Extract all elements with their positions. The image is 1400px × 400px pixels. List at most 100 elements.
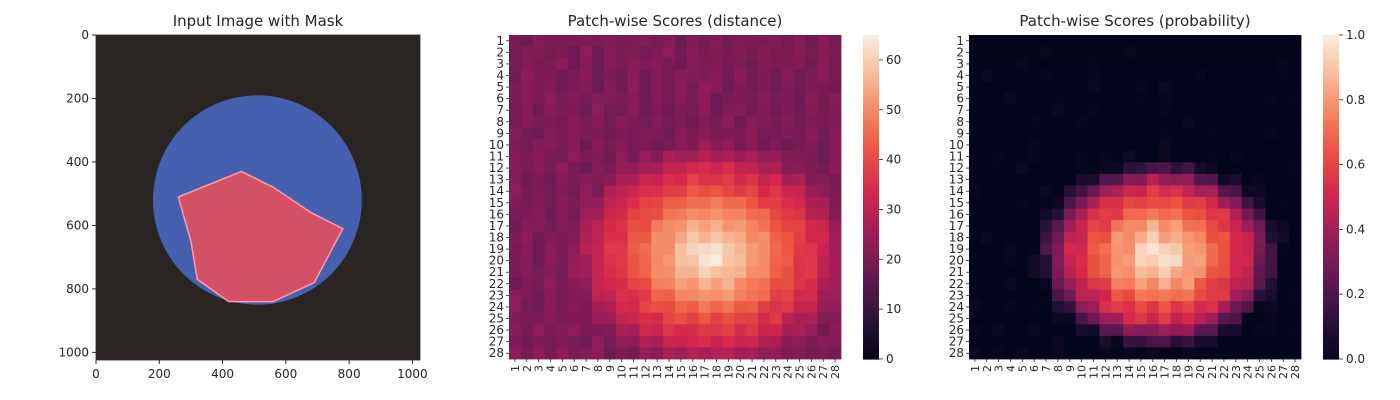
- x-tick-label: 1000: [397, 367, 428, 381]
- heatmap-cell: [663, 92, 676, 105]
- heatmap-cell: [698, 116, 711, 128]
- heatmap-cell: [1063, 231, 1077, 244]
- heatmap-cell: [722, 278, 735, 290]
- heatmap-cell: [969, 127, 982, 140]
- colorbar-segment: [863, 249, 879, 255]
- heatmap-cell: [1052, 220, 1065, 233]
- heatmap-cell: [758, 185, 771, 198]
- heatmap-cell: [592, 312, 605, 325]
- heatmap-cell: [1111, 347, 1124, 360]
- colorbar-segment: [863, 338, 879, 344]
- heatmap-cell: [1241, 231, 1254, 244]
- heatmap-cell: [603, 289, 617, 302]
- heatmap-cell: [1158, 69, 1171, 82]
- heatmap-cell: [710, 81, 723, 94]
- heatmap-cell: [1158, 254, 1171, 267]
- colorbar-segment: [1323, 103, 1339, 109]
- heatmap-cell: [829, 197, 842, 209]
- heatmap-cell: [1028, 197, 1041, 209]
- x-tick-label: 18: [1171, 365, 1184, 379]
- heatmap-cell: [781, 69, 794, 82]
- heatmap-cell: [805, 46, 818, 59]
- heatmap-cell: [1004, 127, 1017, 140]
- heatmap-cell: [1111, 266, 1124, 279]
- heatmap-cell: [1111, 185, 1124, 198]
- heatmap-cell: [639, 35, 652, 47]
- heatmap-cell: [1075, 173, 1088, 186]
- heatmap-cell: [615, 92, 628, 105]
- heatmap-cell: [1028, 127, 1041, 140]
- heatmap-cell: [592, 266, 605, 279]
- heatmap-cell: [980, 197, 994, 209]
- heatmap-cell: [710, 335, 723, 348]
- colorbar-segment: [863, 67, 879, 73]
- heatmap-cell: [1135, 301, 1148, 314]
- heatmap-cell: [1004, 116, 1017, 128]
- heatmap-cell: [675, 127, 688, 140]
- heatmap-cell: [1229, 185, 1243, 198]
- colorbar-segment: [863, 253, 879, 259]
- heatmap-cell: [1206, 92, 1219, 105]
- heatmap-cell: [1063, 35, 1077, 47]
- heatmap-cell: [1075, 116, 1088, 128]
- heatmap-cell: [1277, 139, 1290, 152]
- heatmap-cell: [1218, 289, 1231, 302]
- heatmap-cell: [1063, 347, 1077, 360]
- heatmap-cell: [1111, 278, 1124, 290]
- heatmap-cell: [1289, 324, 1302, 337]
- heatmap-cell: [1099, 243, 1112, 256]
- heatmap-cell: [556, 324, 569, 337]
- colorbar-tick-label: 30: [886, 202, 901, 216]
- heatmap-cell: [758, 58, 771, 71]
- heatmap-cell: [1146, 301, 1160, 314]
- heatmap-cell: [675, 347, 688, 360]
- heatmap-cell: [556, 46, 569, 59]
- heatmap-cell: [1158, 347, 1171, 360]
- heatmap-cell: [1123, 266, 1136, 279]
- colorbar-segment: [1323, 269, 1339, 275]
- heatmap-cell: [817, 46, 830, 59]
- heatmap-cell: [1289, 312, 1302, 325]
- heatmap-cell: [1289, 197, 1302, 209]
- heatmap-cell: [698, 139, 711, 152]
- heatmap-cell: [592, 231, 605, 244]
- heatmap-cell: [568, 347, 581, 360]
- heatmap-cell: [1123, 69, 1136, 82]
- heatmap-cell: [1289, 243, 1302, 256]
- heatmap-cell: [992, 162, 1005, 175]
- heatmap-cell: [544, 231, 557, 244]
- heatmap-cell: [1241, 185, 1254, 198]
- heatmap-cell: [663, 243, 676, 256]
- heatmap-cell: [734, 58, 747, 71]
- heatmap-cell: [568, 35, 581, 47]
- heatmap-cell: [1158, 162, 1171, 175]
- heatmap-cell: [1099, 266, 1112, 279]
- heatmap-cell: [1277, 220, 1290, 233]
- heatmap-cell: [980, 58, 994, 71]
- heatmap-cell: [544, 116, 557, 128]
- heatmap-cell: [817, 301, 830, 314]
- heatmap-cell: [556, 104, 569, 117]
- heatmap-cell: [781, 266, 794, 279]
- heatmap-cell: [1253, 197, 1266, 209]
- colorbar-segment: [863, 314, 879, 320]
- heatmap-cell: [1111, 116, 1124, 128]
- heatmap-cell: [1028, 58, 1041, 71]
- heatmap-cell: [627, 278, 640, 290]
- heatmap-cell: [1289, 278, 1302, 290]
- heatmap-cell: [1241, 69, 1254, 82]
- heatmap-cell: [1087, 335, 1100, 348]
- heatmap-cell: [829, 301, 842, 314]
- heatmap-cell: [615, 301, 628, 314]
- heatmap-cell: [1277, 208, 1290, 221]
- heatmap-cell: [1229, 220, 1243, 233]
- heatmap-cell: [710, 185, 723, 198]
- heatmap-cell: [603, 81, 617, 94]
- heatmap-cell: [710, 173, 723, 186]
- heatmap-cell: [556, 116, 569, 128]
- heatmap-cell: [1004, 81, 1017, 94]
- heatmap-cell: [686, 162, 700, 175]
- heatmap-cell: [1063, 46, 1077, 59]
- heatmap-cell: [1170, 324, 1183, 337]
- heatmap-cell: [1182, 312, 1195, 325]
